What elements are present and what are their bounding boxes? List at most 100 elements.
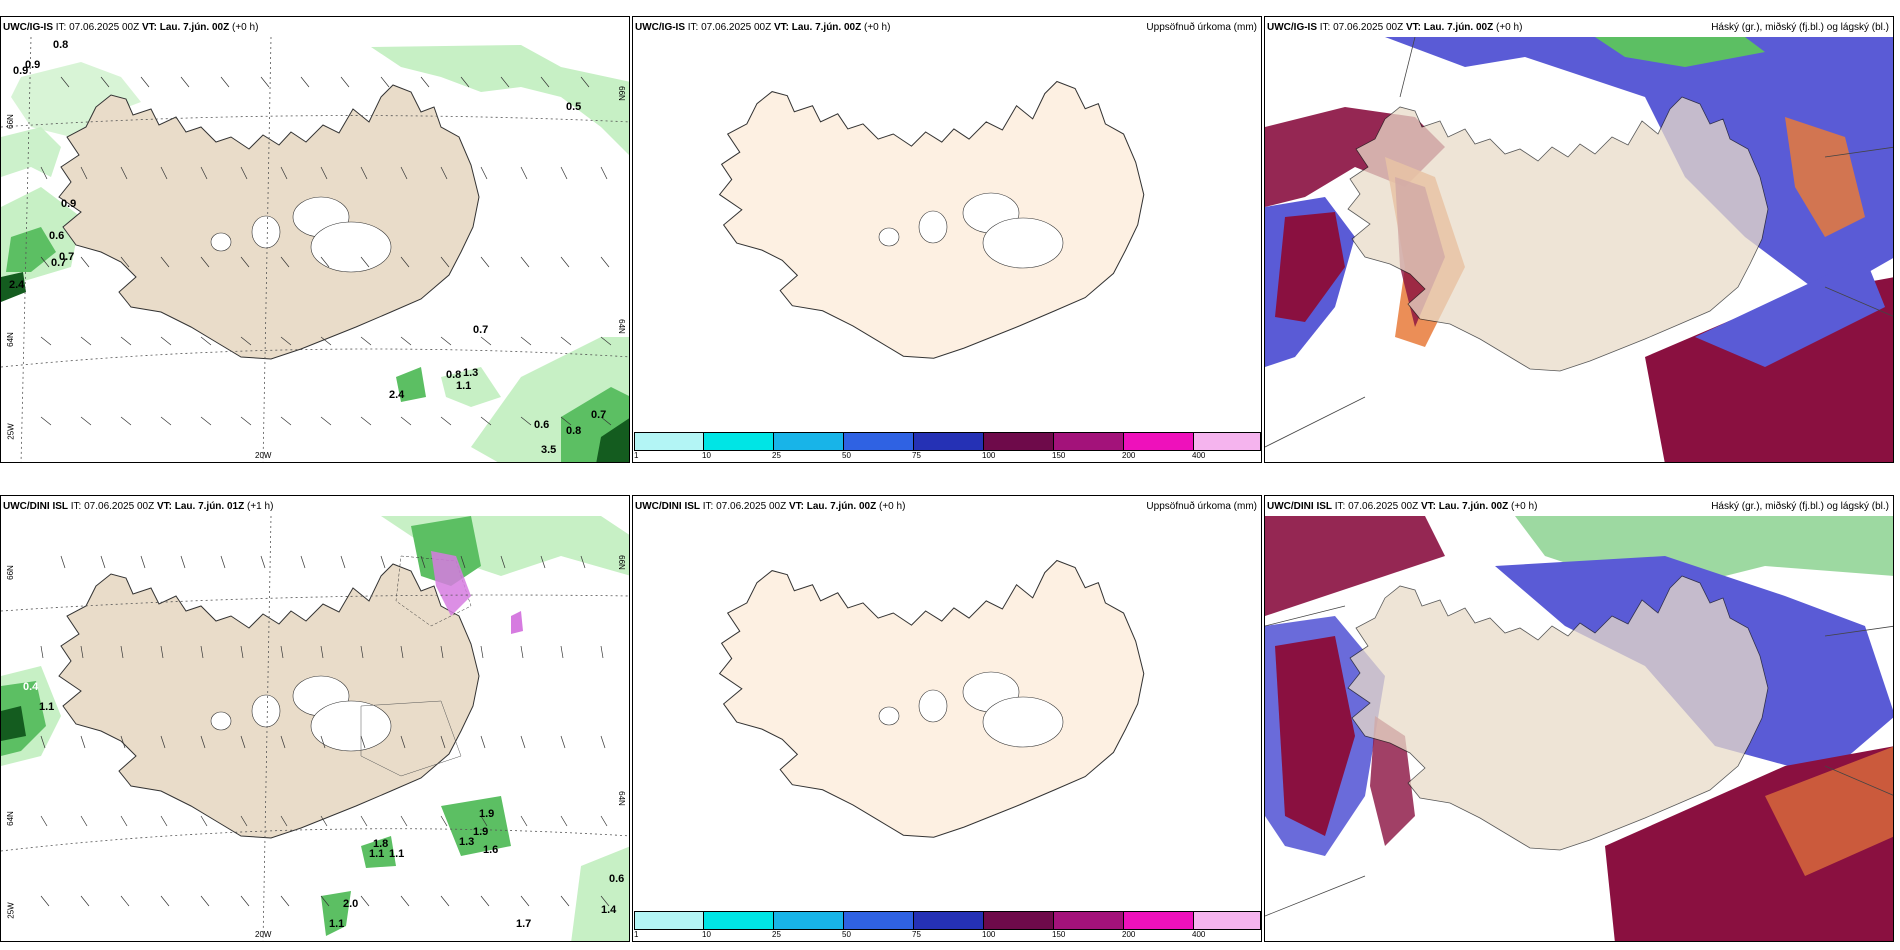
- colorbar-segment: [634, 433, 704, 450]
- colorbar-label: 1: [634, 451, 639, 460]
- colorbar-label: 50: [842, 451, 851, 460]
- precip-value: 1.8: [373, 838, 389, 850]
- colorbar-segment: [984, 912, 1054, 929]
- colorbar-segment: [1054, 912, 1124, 929]
- precip-value: 2.0: [343, 898, 359, 910]
- accum-precip-map: [719, 80, 1145, 359]
- lat-label: 64N: [617, 791, 627, 806]
- precip-value: 0.8: [53, 39, 69, 51]
- map-panel-wind-precip-dini[interactable]: UWC/DINI ISL IT: 07.06.2025 00Z VT: Lau.…: [0, 495, 630, 942]
- colorbar-segment: [774, 912, 844, 929]
- colorbar-segment: [774, 433, 844, 450]
- precip-value: 1.6: [483, 844, 499, 856]
- accum-precip-map: [719, 559, 1145, 838]
- colorbar-label: 50: [842, 930, 851, 939]
- precip-value: 1.1: [369, 848, 385, 860]
- precip-value: 1.1: [456, 380, 472, 392]
- colorbar-segment: [844, 912, 914, 929]
- panel-title: UWC/DINI ISL IT: 07.06.2025 00Z VT: Lau.…: [3, 501, 274, 512]
- colorbar-segment: [704, 433, 774, 450]
- colorbar-label: 75: [912, 451, 921, 460]
- colorbar-label: 75: [912, 930, 921, 939]
- colorbar-label: 150: [1052, 451, 1066, 460]
- precip-value: 0.5: [566, 101, 582, 113]
- panel-title: UWC/DINI ISL IT: 07.06.2025 00Z VT: Lau.…: [1267, 501, 1538, 512]
- precip-value: 1.3: [463, 367, 479, 379]
- cloud-cover-map: [1265, 516, 1893, 941]
- precip-value: 1.1: [389, 848, 405, 860]
- precip-value: 0.7: [59, 251, 75, 263]
- colorbar-segment: [704, 912, 774, 929]
- precip-value: 1.4: [601, 904, 617, 916]
- colorbar-label: 100: [982, 930, 996, 939]
- precip-value: 0.6: [49, 230, 65, 242]
- colorbar-label: 150: [1052, 930, 1066, 939]
- precip-value: 0.6: [609, 873, 625, 885]
- panel-variable-title: Háský (gr.), miðský (fj.bl.) og lágský (…: [1711, 22, 1889, 33]
- lat-label: 64N: [5, 811, 15, 826]
- colorbar-label: 200: [1122, 451, 1136, 460]
- map-panel-accum-precip-dini[interactable]: UWC/DINI ISL IT: 07.06.2025 00Z VT: Lau.…: [632, 495, 1262, 942]
- precip-value: 0.9: [61, 198, 77, 210]
- lon-label: 20W: [255, 451, 272, 460]
- colorbar-label: 200: [1122, 930, 1136, 939]
- lat-label: 64N: [617, 319, 627, 334]
- colorbar-label: 100: [982, 451, 996, 460]
- precip-value: 1.9: [473, 826, 489, 838]
- cloud-cover-map: [1265, 37, 1893, 462]
- colorbar-segment: [984, 433, 1054, 450]
- precip-colorbar: 1 10 25 50 75 100 150 200 400: [633, 909, 1261, 941]
- precip-value: 0.7: [473, 324, 489, 336]
- colorbar-segment: [1124, 433, 1194, 450]
- precip-value: 0.4: [23, 681, 39, 693]
- lat-label: 66N: [617, 86, 627, 101]
- colorbar-segment: [634, 912, 704, 929]
- precip-value: 1.1: [329, 918, 345, 930]
- colorbar-label: 25: [772, 451, 781, 460]
- map-panel-clouds-igis[interactable]: UWC/IG-IS IT: 07.06.2025 00Z VT: Lau. 7.…: [1264, 16, 1894, 463]
- panel-title: UWC/DINI ISL IT: 07.06.2025 00Z VT: Lau.…: [635, 501, 906, 512]
- map-panel-accum-precip-igis[interactable]: UWC/IG-IS IT: 07.06.2025 00Z VT: Lau. 7.…: [632, 16, 1262, 463]
- wind-barbs: [40, 555, 610, 907]
- panel-title: UWC/IG-IS IT: 07.06.2025 00Z VT: Lau. 7.…: [1267, 22, 1523, 33]
- lon-label: 20W: [255, 930, 272, 939]
- lon-label: 25W: [6, 902, 16, 919]
- precip-value: 0.8: [446, 369, 462, 381]
- colorbar-label: 25: [772, 930, 781, 939]
- colorbar-label: 400: [1192, 451, 1206, 460]
- map-panel-clouds-dini[interactable]: UWC/DINI ISL IT: 07.06.2025 00Z VT: Lau.…: [1264, 495, 1894, 942]
- precip-colorbar: 1 10 25 50 75 100 150 200 400: [633, 430, 1261, 462]
- precip-value: 2.4: [389, 389, 405, 401]
- precip-value: 0.8: [566, 425, 582, 437]
- lat-label: 66N: [617, 555, 627, 570]
- lat-label: 64N: [5, 332, 15, 347]
- precip-value: 1.9: [479, 808, 495, 820]
- precip-value: 1.7: [516, 918, 532, 930]
- precip-value: 0.9: [13, 65, 29, 77]
- colorbar-segment: [1124, 912, 1194, 929]
- map-panel-wind-precip-igis[interactable]: UWC/IG-IS IT: 07.06.2025 00Z VT: Lau. 7.…: [0, 16, 630, 463]
- precip-value: 0.7: [51, 257, 67, 269]
- colorbar-segment: [914, 912, 984, 929]
- precip-value: 1.3: [459, 836, 475, 848]
- colorbar-label: 10: [702, 451, 711, 460]
- colorbar-label: 1: [634, 930, 639, 939]
- panel-variable-title: Uppsöfnuð úrkoma (mm): [1146, 22, 1257, 33]
- wind-precip-map: [1, 37, 629, 462]
- precip-value: 3.5: [541, 444, 557, 456]
- colorbar-segment: [1054, 433, 1124, 450]
- lat-label: 66N: [5, 114, 15, 129]
- lon-label: 25W: [6, 423, 16, 440]
- precip-value: 1.1: [39, 701, 55, 713]
- colorbar-label: 10: [702, 930, 711, 939]
- lat-label: 66N: [5, 565, 15, 580]
- panel-variable-title: Háský (gr.), miðský (fj.bl.) og lágský (…: [1711, 501, 1889, 512]
- panel-title: UWC/IG-IS IT: 07.06.2025 00Z VT: Lau. 7.…: [3, 22, 259, 33]
- colorbar-segment: [914, 433, 984, 450]
- colorbar-label: 400: [1192, 930, 1206, 939]
- panel-variable-title: Uppsöfnuð úrkoma (mm): [1146, 501, 1257, 512]
- wind-barbs: [40, 76, 612, 426]
- precip-value: 0.6: [534, 419, 550, 431]
- precip-value: 0.9: [25, 59, 41, 71]
- precip-value: 2.4: [9, 279, 25, 291]
